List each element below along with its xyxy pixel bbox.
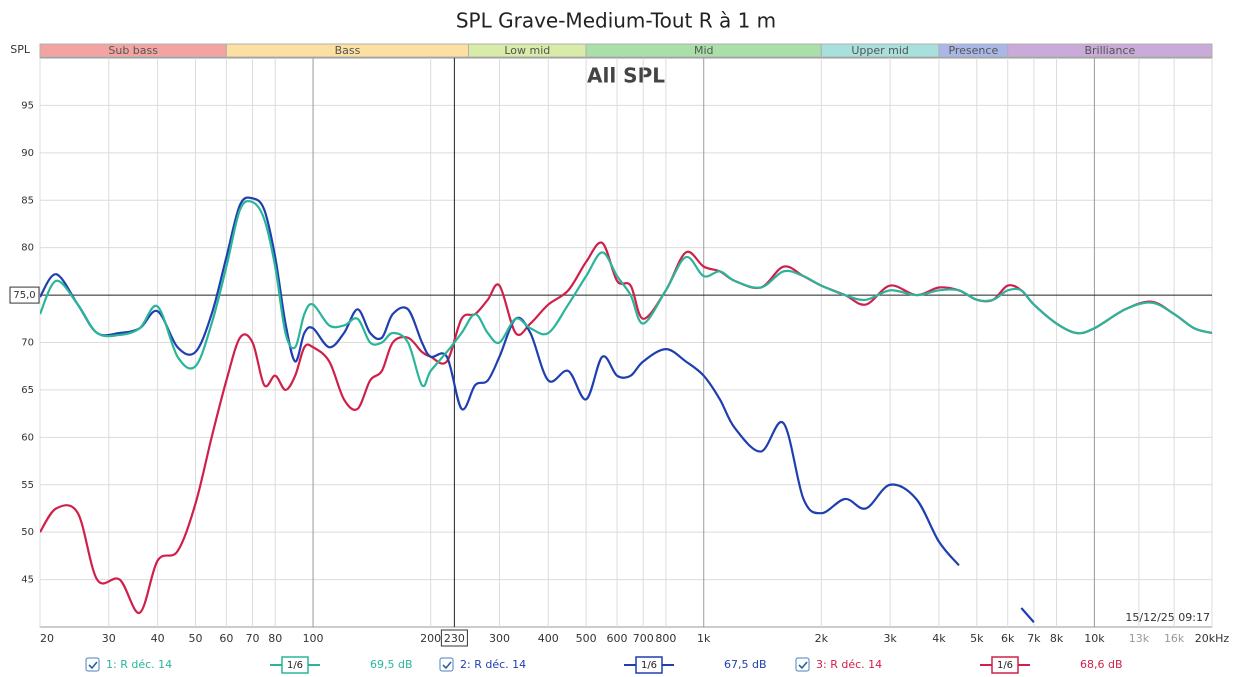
x-tick-label: 40 [151,632,165,645]
cursor-x-label: 230 [444,632,465,645]
legend-check [442,661,452,670]
curves [40,196,1212,623]
grid [39,58,1213,627]
x-tick-label: 600 [607,632,628,645]
legend-value: 69,5 dB [370,658,413,671]
cursor-x-box [440,629,468,647]
legend-smoothing: 1/6 [287,660,303,671]
band-label: Mid [694,44,714,57]
x-tick-label: 80 [268,632,282,645]
y-tick-label: 55 [21,480,34,491]
band-label: Low mid [504,44,550,57]
x-tick-label: 800 [655,632,676,645]
x-tick-label: 500 [576,632,597,645]
band-label: Brilliance [1084,44,1135,57]
overlay-title: All SPL [587,64,665,88]
legend-smoothing: 1/6 [997,660,1013,671]
legend-smoothing: 1/6 [641,660,657,671]
x-tick-label: 2k [815,632,829,645]
y-tick-label: 60 [21,432,34,443]
x-tick-label: 6k [1001,632,1015,645]
cursor-y-box [9,286,40,304]
legend-entry: 2: R déc. 14 1/6 67,5 dB [439,656,767,674]
x-tick-label: 5k [970,632,984,645]
legend-checkbox[interactable] [439,657,454,672]
x-tick-label: 10k [1084,632,1105,645]
y-tick-label: 50 [21,527,34,538]
x-tick-label: 30 [102,632,116,645]
legend-smoothing-box [635,656,663,674]
legend-entry: 1: R déc. 14 1/6 69,5 dB [85,656,413,674]
legend-smoothing-box [991,656,1019,674]
x-tick-label: 700 [633,632,654,645]
series-line [40,196,1035,623]
x-tick-label: 400 [538,632,559,645]
series-line [40,199,1212,388]
legend-checkbox[interactable] [85,657,100,672]
y-tick-label: 45 [21,575,34,586]
legend-check [798,661,808,670]
y-tick-label: 95 [21,100,34,111]
legend-name: 3: R déc. 14 [816,658,882,671]
x-tick-label: 20kHz [1195,632,1230,645]
y-tick-label: 65 [21,385,34,396]
cursor-y-label: 75,0 [13,290,35,301]
x-tick-label: 13k [1129,632,1150,645]
y-tick-label: 80 [21,243,34,254]
legend-name: 2: R déc. 14 [460,658,526,671]
band [1007,43,1213,58]
x-tick-label: 7k [1027,632,1041,645]
x-tick-label: 200 [420,632,441,645]
timestamp: 15/12/25 09:17 [1125,611,1210,624]
legend-checkbox[interactable] [795,657,810,672]
band-label: Sub bass [108,44,158,57]
x-tick-label: 1k [697,632,711,645]
x-tick-label: 60 [219,632,233,645]
legend-value: 68,6 dB [1080,658,1123,671]
chart-title: SPL Grave-Medium-Tout R à 1 m [456,9,776,33]
x-tick-label: 3k [883,632,897,645]
legend-value: 67,5 dB [724,658,767,671]
legend-entry: 3: R déc. 14 1/6 68,6 dB [795,656,1123,674]
y-tick-label: 70 [21,338,34,349]
band-label: Bass [335,44,361,57]
legend-check [88,661,98,670]
x-tick-label: 16k [1164,632,1185,645]
y-tick-label: 85 [21,195,34,206]
legend-name: 1: R déc. 14 [106,658,172,671]
legend-smoothing-box [281,656,309,674]
band-label: Upper mid [851,44,909,57]
x-tick-label: 4k [932,632,946,645]
x-tick-label: 50 [188,632,202,645]
band-label: Presence [948,44,998,57]
y-tick-label: 90 [21,148,34,159]
x-tick-label: 8k [1050,632,1064,645]
band-axis-label: SPL [10,43,31,56]
x-tick-label: 20 [40,632,54,645]
x-tick-label: 300 [489,632,510,645]
x-tick-label: 100 [303,632,324,645]
x-tick-label: 70 [246,632,260,645]
